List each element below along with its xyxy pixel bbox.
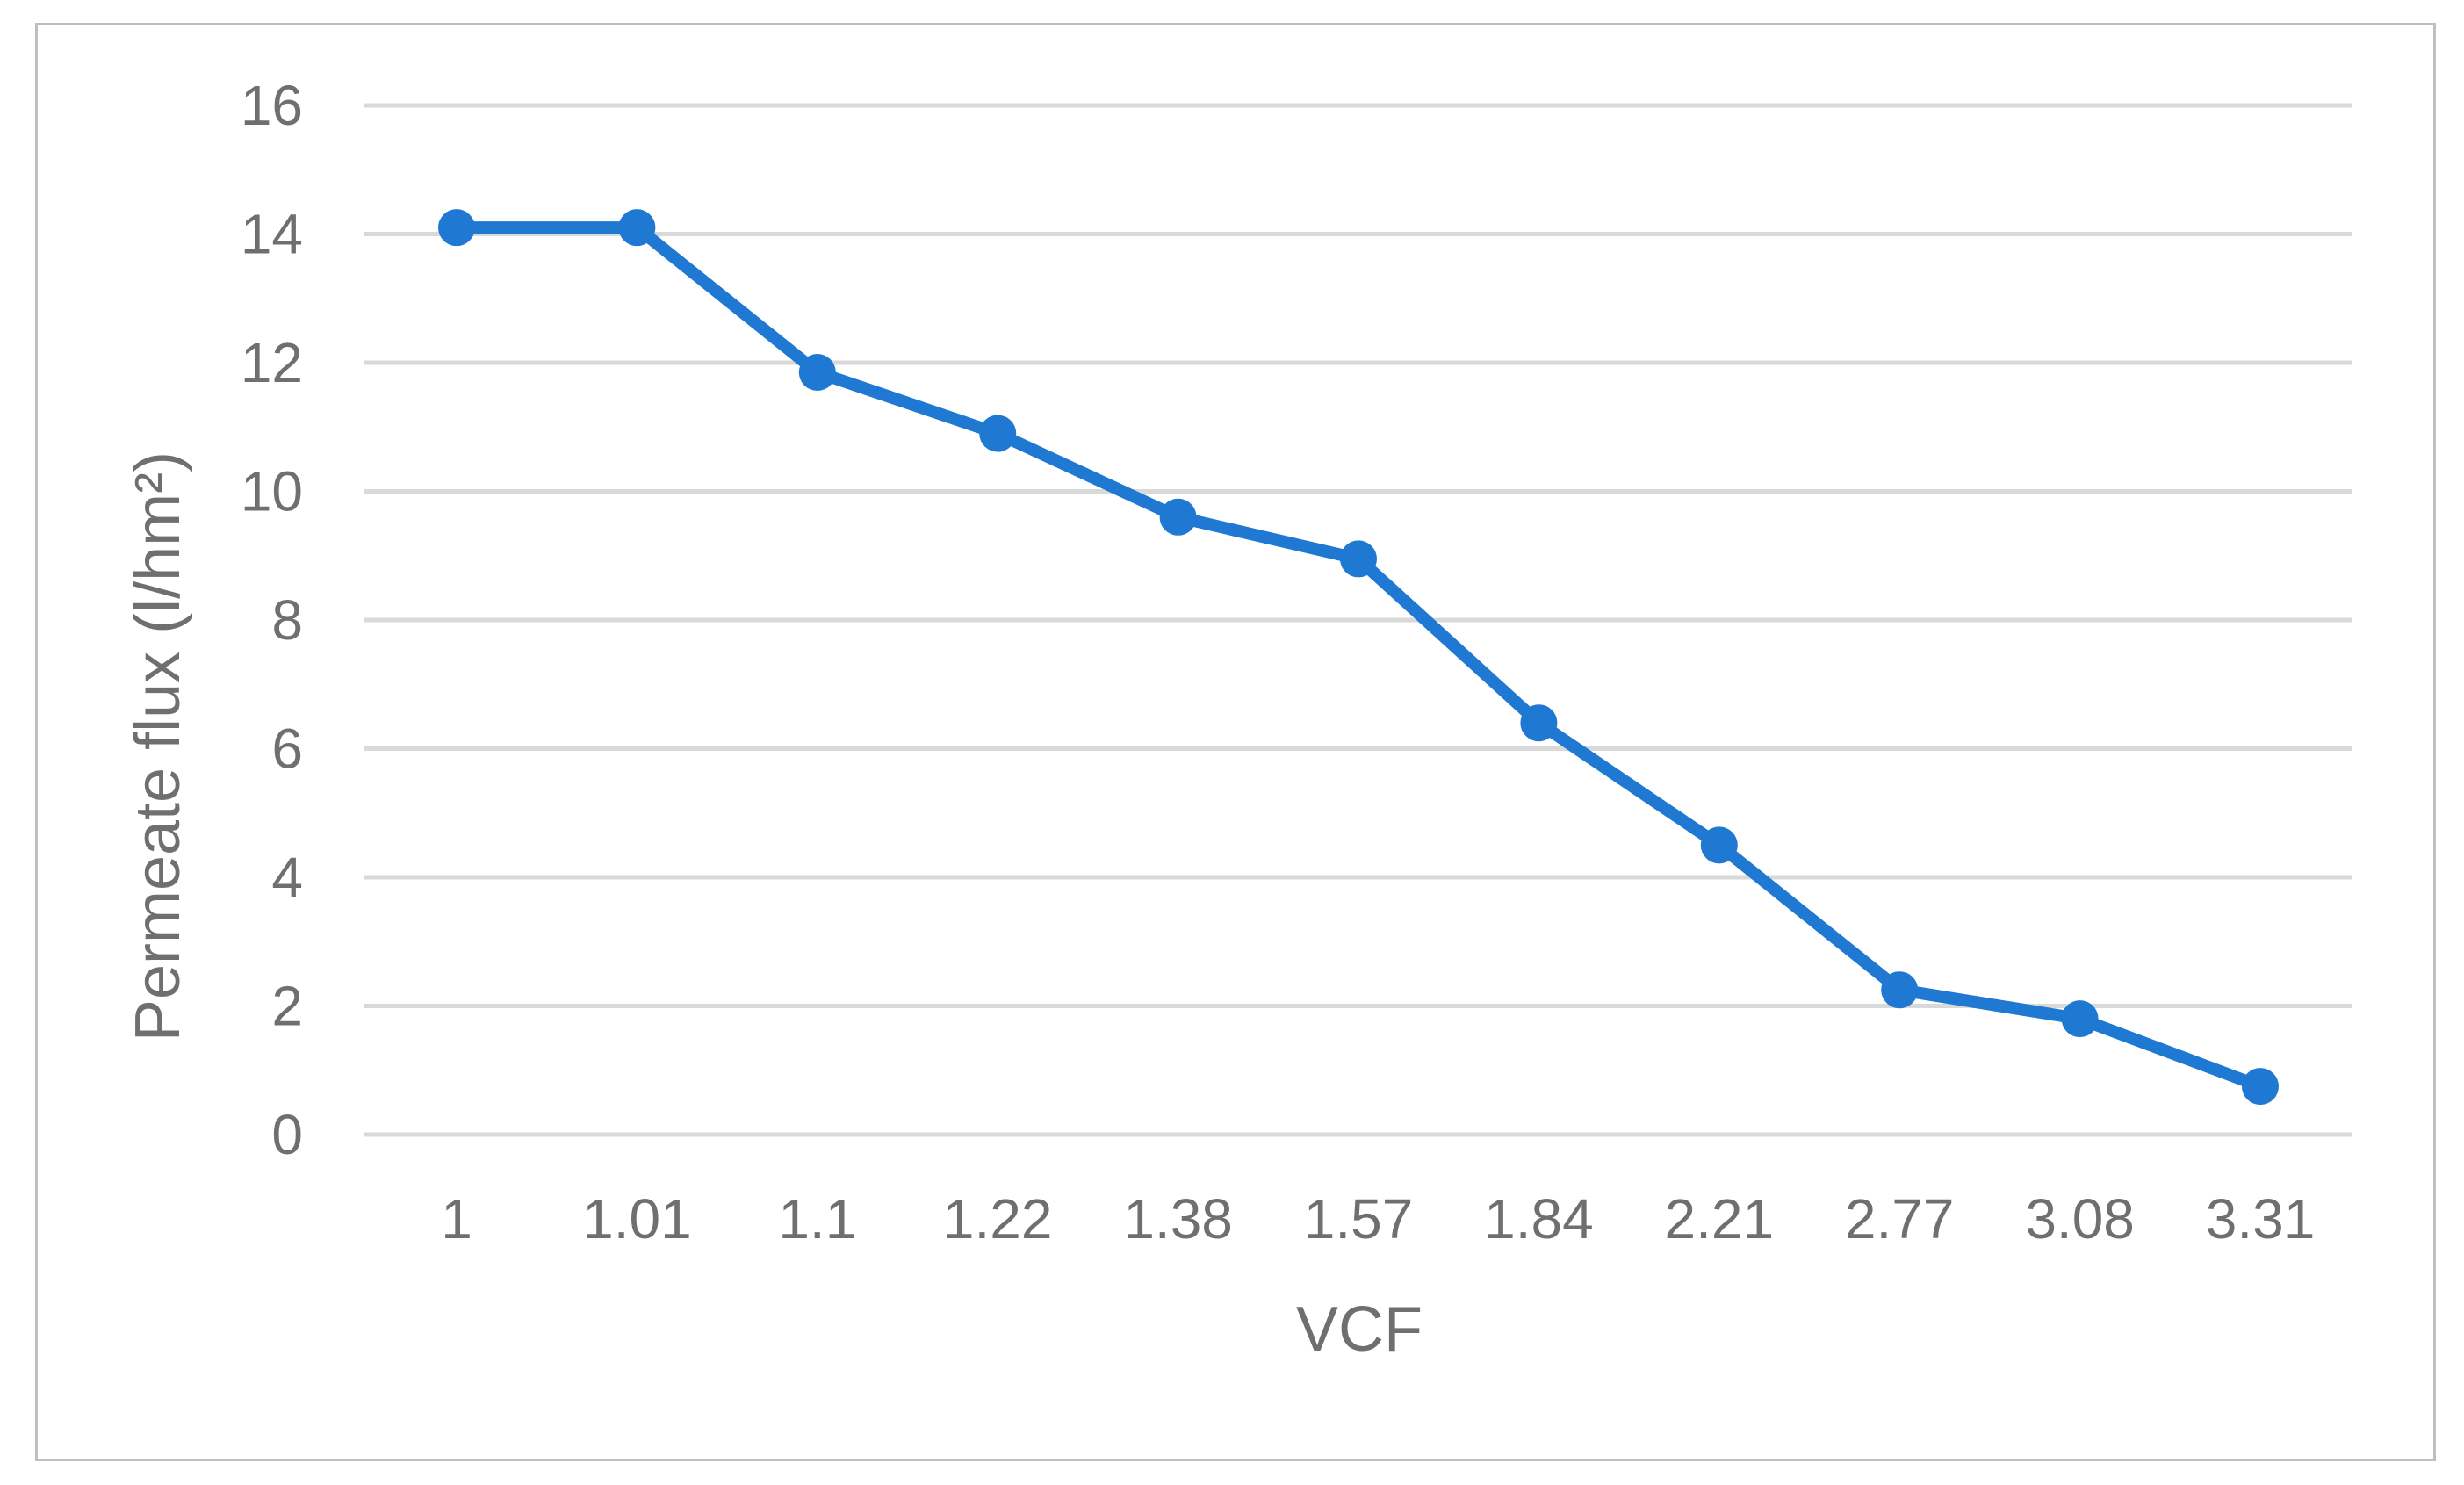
x-tick-label: 2.77 bbox=[1845, 1187, 1955, 1251]
data-point bbox=[438, 209, 475, 247]
data-point bbox=[2242, 1068, 2279, 1106]
x-tick-label: 1.01 bbox=[582, 1187, 692, 1251]
data-point bbox=[798, 353, 836, 391]
x-tick-label: 2.21 bbox=[1665, 1187, 1775, 1251]
y-axis-ticks: 0 2 4 6 8 10 12 14 16 bbox=[241, 74, 303, 1166]
y-tick-label: 6 bbox=[271, 717, 303, 781]
x-tick-label: 1.1 bbox=[778, 1187, 856, 1251]
x-tick-label: 1 bbox=[441, 1187, 472, 1251]
x-tick-label: 1.57 bbox=[1304, 1187, 1414, 1251]
y-tick-label: 16 bbox=[241, 74, 303, 137]
y-tick-label: 2 bbox=[271, 975, 303, 1038]
data-point bbox=[1520, 704, 1558, 742]
series-line bbox=[450, 221, 2266, 1093]
x-axis-title: VCF bbox=[1296, 1294, 1423, 1365]
grid-layer bbox=[364, 103, 2352, 1137]
x-tick-label: 3.08 bbox=[2025, 1187, 2135, 1251]
x-tick-label: 1.22 bbox=[943, 1187, 1053, 1251]
series-layer bbox=[438, 209, 2279, 1106]
data-point bbox=[1340, 540, 1377, 578]
y-tick-label: 14 bbox=[241, 203, 303, 266]
y-tick-label: 4 bbox=[271, 846, 303, 909]
data-point bbox=[1159, 498, 1197, 536]
data-point bbox=[2061, 1000, 2099, 1038]
x-tick-label: 1.84 bbox=[1484, 1187, 1594, 1251]
x-tick-label: 1.38 bbox=[1123, 1187, 1233, 1251]
data-point bbox=[979, 415, 1017, 452]
data-point bbox=[1700, 826, 1738, 864]
data-point bbox=[618, 209, 656, 247]
y-axis-title: Permeate flux (l/hm²) bbox=[123, 451, 193, 1042]
x-axis-ticks: 1 1.01 1.1 1.22 1.38 1.57 1.84 2.21 2.77 3.08 3.31 bbox=[441, 1187, 2315, 1251]
chart-frame bbox=[35, 23, 2436, 1461]
x-tick-label: 3.31 bbox=[2206, 1187, 2316, 1251]
y-tick-label: 12 bbox=[241, 331, 303, 394]
y-tick-label: 8 bbox=[271, 588, 303, 652]
y-tick-label: 10 bbox=[241, 460, 303, 523]
data-point bbox=[1881, 971, 1919, 1009]
y-tick-label: 0 bbox=[271, 1103, 303, 1166]
